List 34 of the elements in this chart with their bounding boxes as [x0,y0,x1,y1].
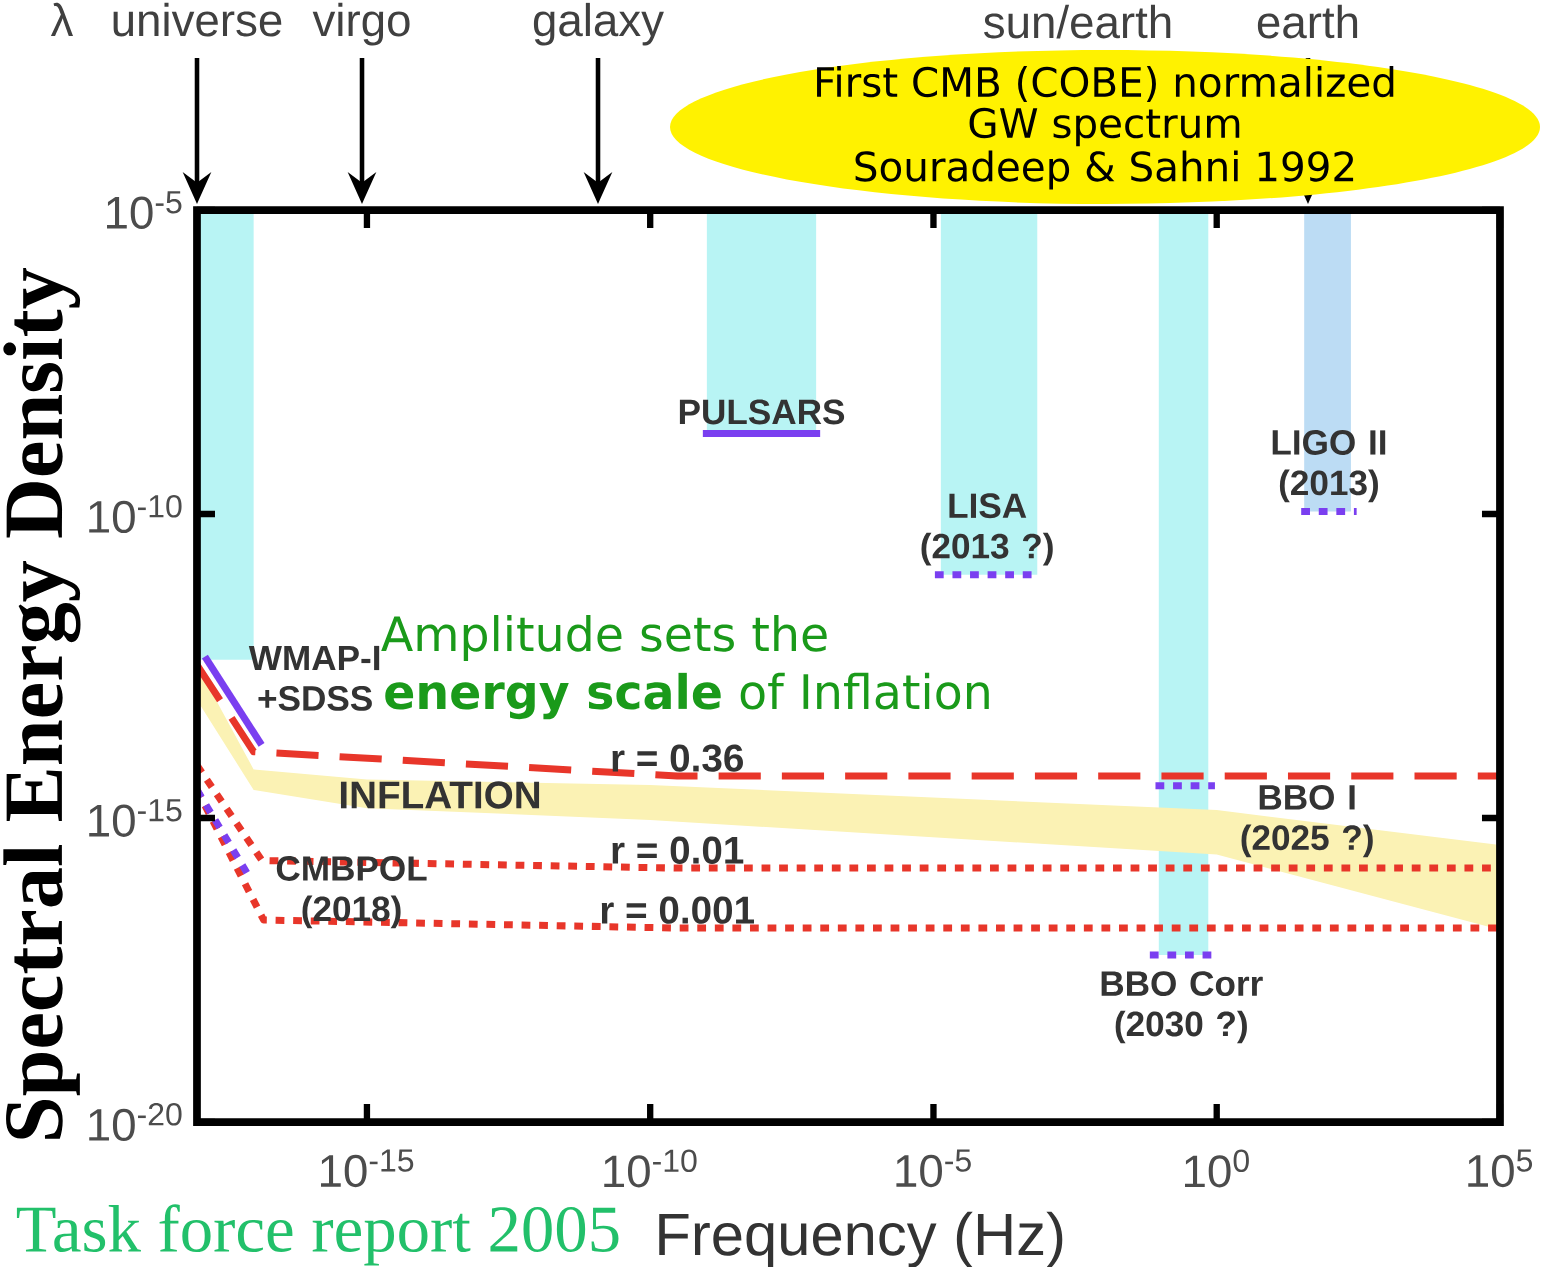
series-label: LIGO II (2013) [1272,430,1386,503]
text: virgo [312,2,410,46]
text: λ [50,2,74,36]
y-tick-label: 10$^{-20}$ [89,1102,182,1142]
annotation: Amplitude sets the [381,615,827,661]
series-label: LISA (2013 ?) [921,493,1053,566]
x-tick-label: 10$^{5}$ [1468,1149,1533,1188]
text: earth [1257,4,1358,39]
text: Task force report 2005 [16,1204,619,1266]
text: sun/earth [984,4,1171,39]
series-label: BBO Corr (2030 ?) [1101,971,1263,1044]
series-label: BBO I (2025 ?) [1241,784,1373,858]
x-axis-title: Frequency (Hz) [659,1211,1063,1267]
series-label: CMBPOL (2018) [276,856,427,929]
y-tick-label: 10$^{-5}$ [107,191,182,229]
x-tick-label: 10$^{-10}$ [604,1149,697,1188]
annotation: INFLATION [340,781,540,809]
y-tick-label: 10$^{-15}$ [89,799,182,837]
series-label: r = 0.36 [612,744,743,772]
x-tick-label: 10$^{-15}$ [321,1149,414,1188]
text: universe [113,2,282,37]
series-label: WMAP-I +SDSS [248,645,380,711]
series-label: PULSARS [679,399,845,425]
series-label: r = 0.001 [601,896,754,924]
x-tick-label: 10$^{-5}$ [896,1149,971,1188]
text: Souradeep & Sahni 1992 [855,150,1354,190]
y-axis-title: Spectral Energy Density [3,268,81,1139]
y-tick-label: 10$^{-10}$ [89,494,182,534]
text: galaxy [533,2,664,46]
series-label: r = 0.01 [612,836,744,864]
x-tick-label: 10$^{0}$ [1185,1149,1249,1188]
text: First CMB (COBE) normalized [817,65,1394,103]
annotation: energy scale of Inflation [385,672,989,720]
text: GW spectrum [969,107,1240,147]
